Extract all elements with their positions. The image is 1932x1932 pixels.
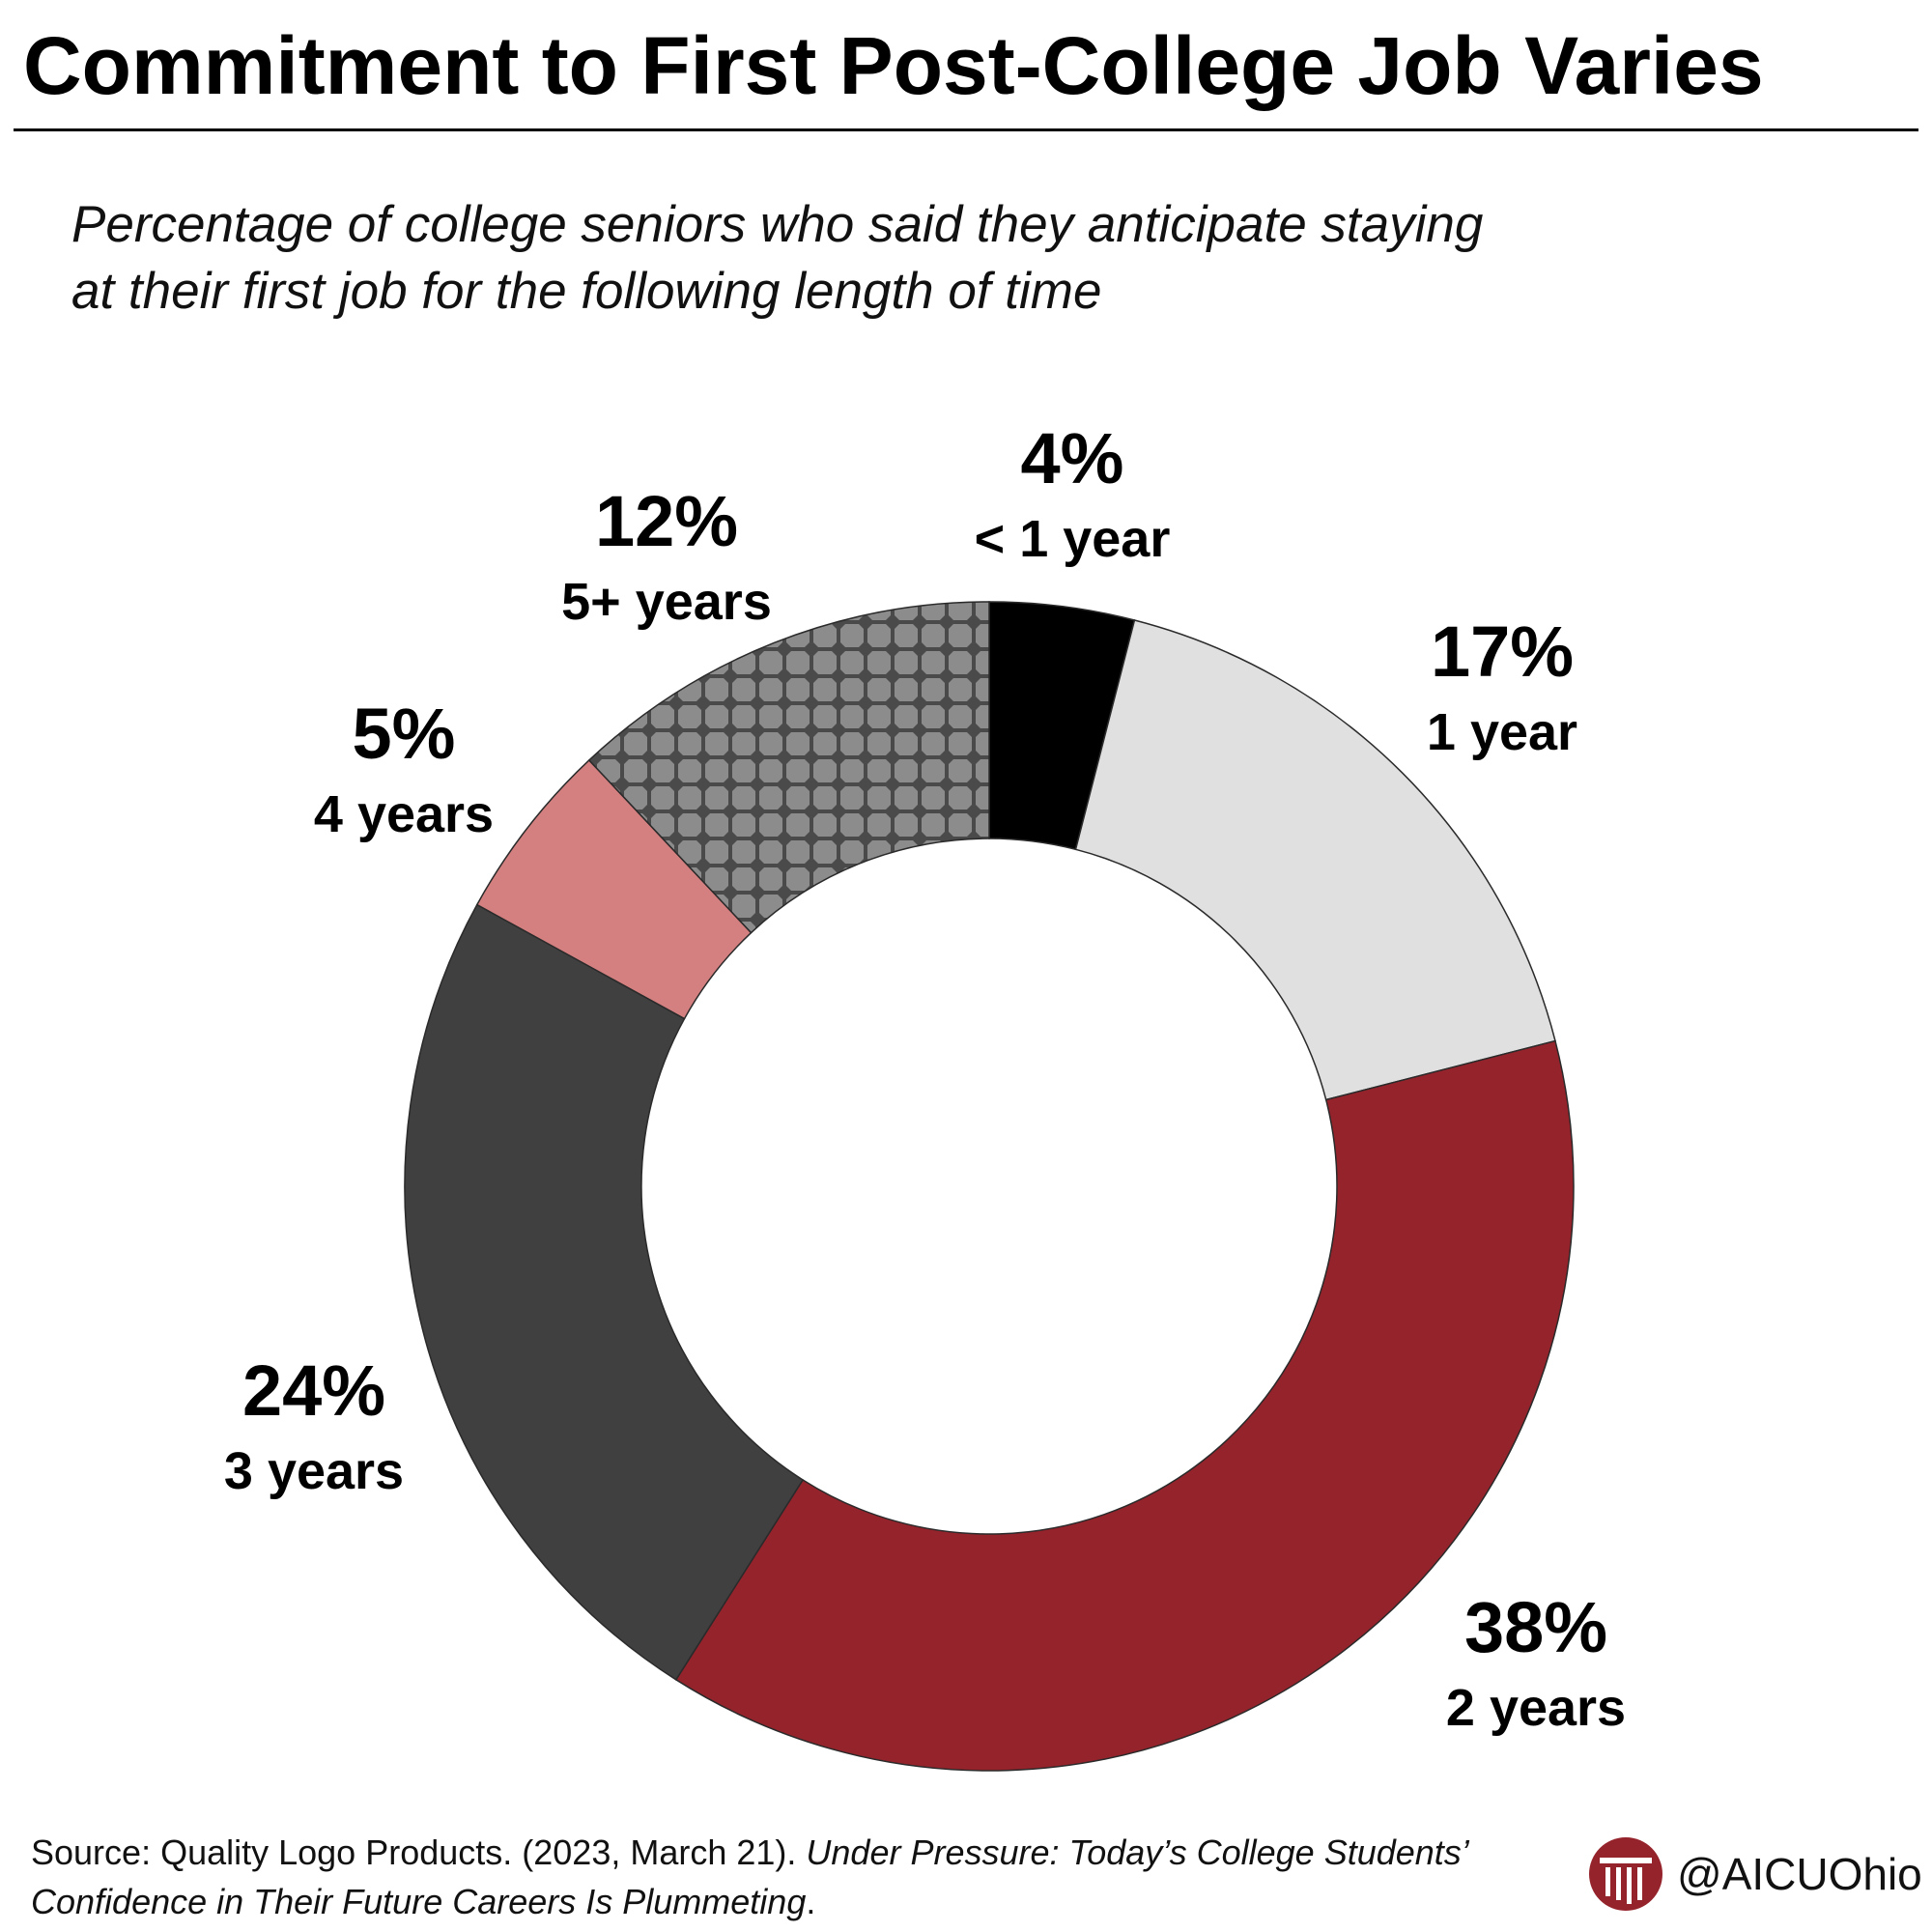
slice-category-label: 3 years — [224, 1442, 404, 1500]
source-suffix: . — [806, 1882, 816, 1921]
slice-category-label: 5+ years — [561, 573, 772, 631]
slice-category-label: 2 years — [1446, 1679, 1626, 1737]
source-prefix: Source: Quality Logo Products. (2023, Ma… — [31, 1833, 807, 1872]
slice-category-label: 4 years — [314, 785, 494, 843]
slice-category-label: < 1 year — [975, 510, 1171, 568]
slice-value-label: 17% — [1431, 611, 1574, 692]
slice-value-label: 5% — [353, 694, 456, 774]
slice-1-year — [1074, 619, 1556, 1101]
source-title: Under Pressure: Today’s College Students… — [31, 1833, 1467, 1921]
column-logo-icon — [1589, 1837, 1662, 1911]
slice-5-years — [587, 601, 990, 934]
slice-value-label: 4% — [1021, 418, 1124, 498]
title-divider — [14, 128, 1918, 131]
social-handle: @AICUOhio — [1677, 1849, 1922, 1899]
chart-subtitle: Percentage of college seniors who said t… — [71, 196, 1484, 320]
donut-labels: 4% < 1 year 17% 1 year 38% 2 years 24% 3 years 5… — [224, 418, 1626, 1737]
source-citation: Source: Quality Logo Products. (2023, Ma… — [31, 1828, 1557, 1926]
donut-slices — [404, 601, 1575, 1772]
slice-2-years — [674, 1039, 1575, 1772]
slice-3-years — [404, 903, 805, 1681]
slice-value-label: 12% — [595, 481, 738, 561]
slice-value-label: 24% — [242, 1350, 385, 1431]
branding: @AICUOhio — [1588, 1835, 1922, 1913]
slice-value-label: 38% — [1464, 1587, 1607, 1667]
slice-category-label: 1 year — [1427, 703, 1577, 761]
chart-title: Commitment to First Post-College Job Var… — [23, 20, 1764, 111]
